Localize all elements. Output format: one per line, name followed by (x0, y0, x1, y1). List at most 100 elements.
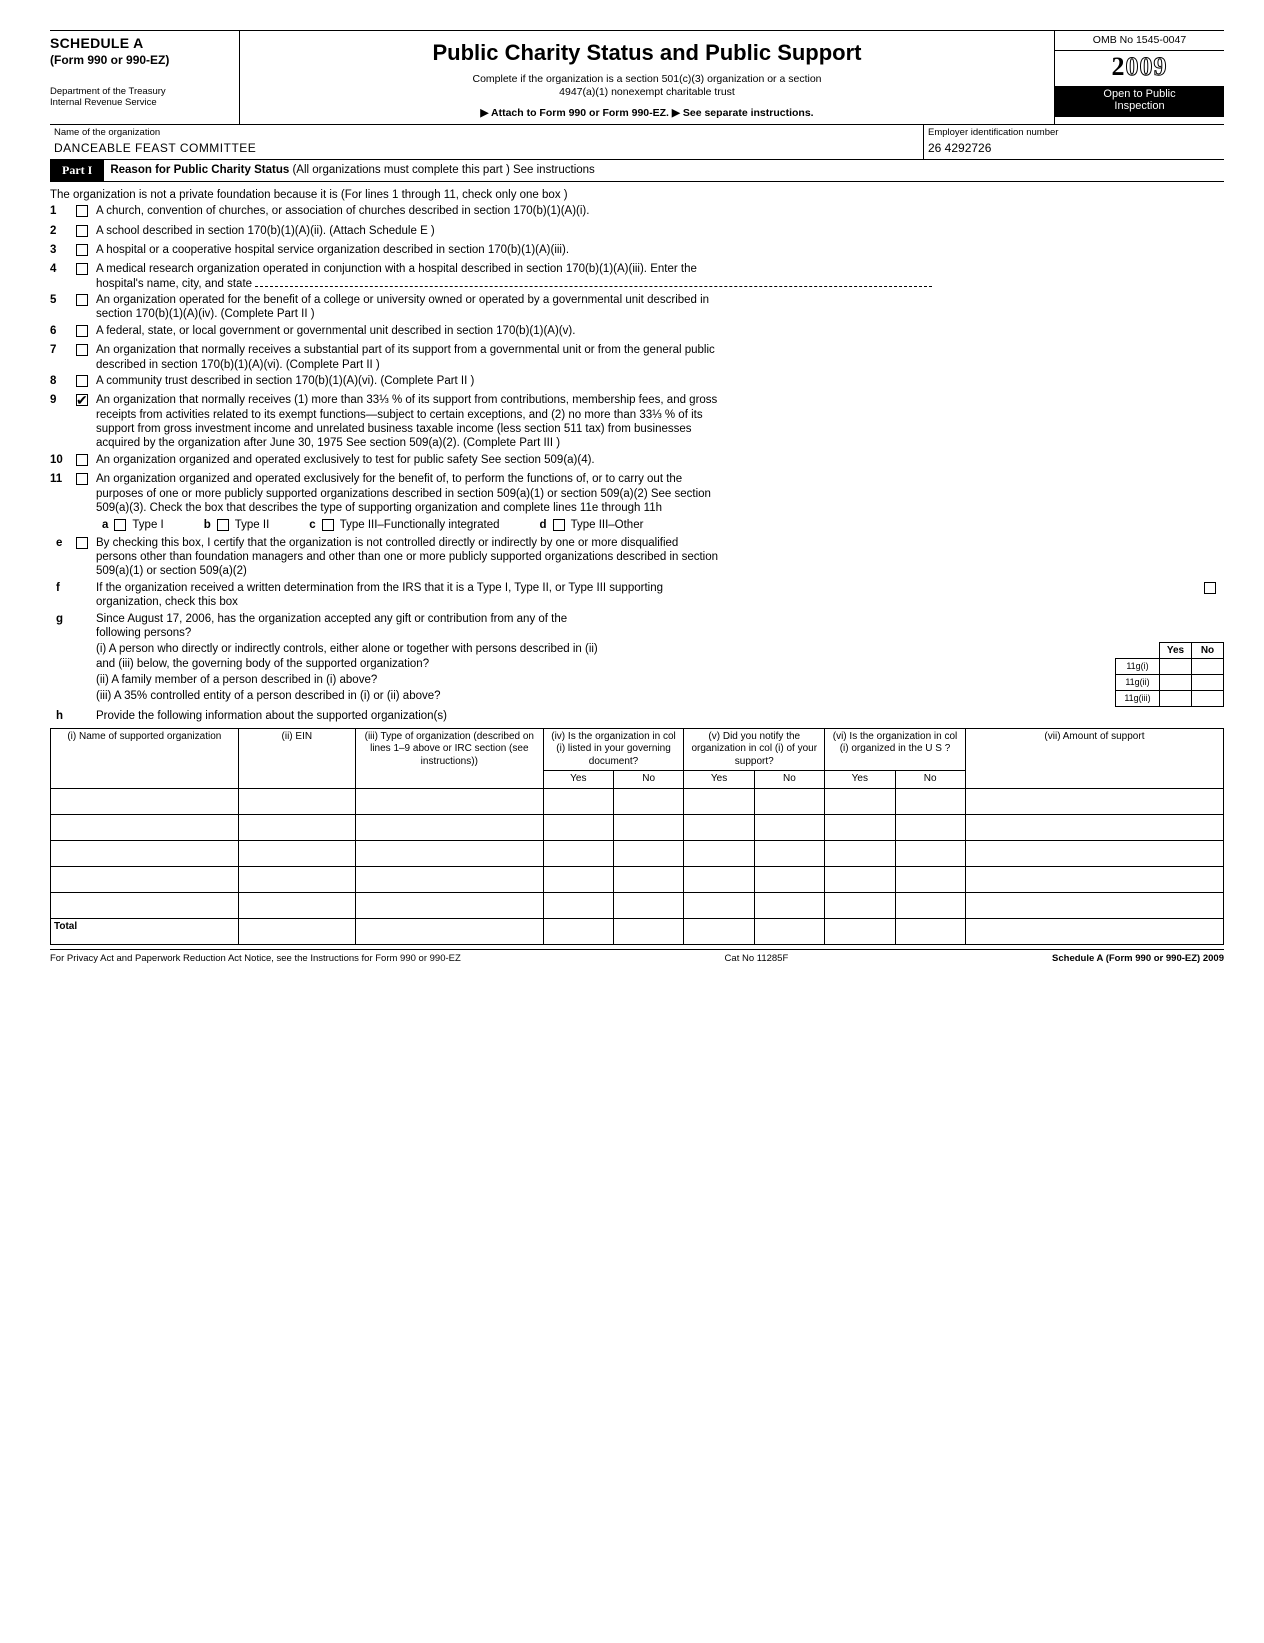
yn-table: Yes No 11g(i) 11g(ii) 11g(iii) (1115, 642, 1224, 707)
cb-4[interactable] (76, 262, 96, 279)
footer-right: Schedule A (Form 990 or 990-EZ) 2009 (1052, 953, 1224, 965)
line-1: 1 A church, convention of churches, or a… (50, 204, 1224, 221)
txt-eb: persons other than foundation managers a… (96, 551, 718, 563)
sub-e: e (50, 536, 76, 550)
txt-2: A school described in section 170(b)(1)(… (96, 224, 1224, 238)
line-11: 11 An organization organized and operate… (50, 472, 1224, 515)
col-v: (v) Did you notify the organization in c… (684, 728, 825, 771)
num-2: 2 (50, 224, 76, 238)
cb-9[interactable] (76, 393, 96, 410)
part1-title: Reason for Public Charity Status (All or… (104, 160, 1224, 181)
sub-g: g (50, 612, 76, 626)
org-row: Name of the organization DANCEABLE FEAST… (50, 125, 1224, 160)
header-center: Public Charity Status and Public Support… (240, 31, 1054, 124)
yn-r3-yes[interactable] (1160, 691, 1192, 707)
cb-f[interactable] (1204, 581, 1224, 598)
txt-4b: hospital's name, city, and state (96, 278, 252, 290)
v-yes: Yes (684, 771, 754, 789)
g-ii: (ii) A family member of a person describ… (96, 673, 1105, 687)
yn-r3-no[interactable] (1192, 691, 1224, 707)
table-row (51, 788, 1224, 814)
form-header: SCHEDULE A (Form 990 or 990-EZ) Departme… (50, 30, 1224, 125)
txt-fa: If the organization received a written d… (96, 582, 663, 594)
header-left: SCHEDULE A (Form 990 or 990-EZ) Departme… (50, 31, 240, 124)
total-label: Total (51, 918, 239, 944)
txt-ga: Since August 17, 2006, has the organizat… (96, 613, 567, 625)
cb-7[interactable] (76, 343, 96, 360)
num-9: 9 (50, 393, 76, 407)
txt-11: An organization organized and operated e… (96, 472, 1224, 515)
txt-f: If the organization received a written d… (96, 581, 1204, 610)
body: The organization is not a private founda… (50, 188, 1224, 965)
tax-year: 2009 (1055, 51, 1224, 86)
attach-line: ▶ Attach to Form 990 or Form 990-EZ. ▶ S… (246, 107, 1048, 120)
cb-5[interactable] (76, 293, 96, 310)
yn-yes: Yes (1160, 643, 1192, 659)
hospital-dotted[interactable] (255, 277, 932, 287)
lbl-type-b: Type II (235, 518, 270, 532)
line-h: h Provide the following information abou… (50, 709, 1224, 723)
cb-3[interactable] (76, 243, 96, 260)
txt-h: Provide the following information about … (96, 709, 1224, 723)
txt-10: An organization organized and operated e… (96, 453, 1224, 467)
cb-2[interactable] (76, 224, 96, 241)
sub-f: f (50, 581, 76, 595)
num-10: 10 (50, 453, 76, 467)
txt-9a: An organization that normally receives (… (96, 394, 717, 406)
vi-no: No (895, 771, 965, 789)
line-e: e By checking this box, I certify that t… (50, 536, 1224, 579)
txt-6: A federal, state, or local government or… (96, 324, 1224, 338)
g-i-1: (i) A person who directly or indirectly … (96, 643, 598, 655)
cb-e[interactable] (76, 536, 96, 553)
txt-4a: A medical research organization operated… (96, 263, 697, 275)
txt-8: A community trust described in section 1… (96, 374, 1224, 388)
cb-11[interactable] (76, 472, 96, 489)
txt-ea: By checking this box, I certify that the… (96, 537, 678, 549)
txt-ec: 509(a)(1) or section 509(a)(2) (96, 565, 247, 577)
cb-6[interactable] (76, 324, 96, 341)
v-no: No (754, 771, 824, 789)
line-g: g Since August 17, 2006, has the organiz… (50, 612, 1224, 641)
g-iii: (iii) A 35% controlled entity of a perso… (96, 689, 1105, 703)
txt-5b: section 170(b)(1)(A)(iv). (Complete Part… (96, 308, 315, 320)
dept-treasury: Department of the Treasury (50, 86, 233, 98)
num-11: 11 (50, 472, 76, 486)
num-3: 3 (50, 243, 76, 257)
cb-1[interactable] (76, 204, 96, 221)
yn-r1-no[interactable] (1192, 659, 1224, 675)
vi-yes: Yes (825, 771, 895, 789)
cb-type-a[interactable] (114, 519, 126, 531)
yn-r2-yes[interactable] (1160, 675, 1192, 691)
iv-yes: Yes (543, 771, 613, 789)
txt-11a: An organization organized and operated e… (96, 473, 682, 485)
txt-gb: following persons? (96, 627, 191, 639)
txt-7b: described in section 170(b)(1)(A)(vi). (… (96, 359, 380, 371)
schedule-title: SCHEDULE A (50, 35, 233, 53)
cb-10[interactable] (76, 453, 96, 470)
yn-r3: 11g(iii) (1116, 691, 1160, 707)
txt-fb: organization, check this box (96, 596, 238, 608)
txt-4: A medical research organization operated… (96, 262, 1224, 291)
line-9: 9 An organization that normally receives… (50, 393, 1224, 451)
line-10: 10 An organization organized and operate… (50, 453, 1224, 470)
cb-8[interactable] (76, 374, 96, 391)
main-title: Public Charity Status and Public Support (246, 39, 1048, 67)
cb-type-b[interactable] (217, 519, 229, 531)
col-iv: (iv) Is the organization in col (i) list… (543, 728, 684, 771)
org-name-label: Name of the organization (54, 127, 919, 139)
txt-5a: An organization operated for the benefit… (96, 294, 709, 306)
line-8: 8 A community trust described in section… (50, 374, 1224, 391)
cb-type-c[interactable] (322, 519, 334, 531)
txt-7a: An organization that normally receives a… (96, 344, 715, 356)
g-i-txt: (i) A person who directly or indirectly … (96, 642, 1105, 671)
cb-type-d[interactable] (553, 519, 565, 531)
open-to-public: Open to Public Inspection (1055, 86, 1224, 117)
txt-3: A hospital or a cooperative hospital ser… (96, 243, 1224, 257)
yn-r1-yes[interactable] (1160, 659, 1192, 675)
org-name-box: Name of the organization DANCEABLE FEAST… (50, 125, 924, 159)
ein-label: Employer identification number (928, 127, 1220, 139)
subtitle-1: Complete if the organization is a sectio… (246, 73, 1048, 86)
line-f: f If the organization received a written… (50, 581, 1224, 610)
spacer-f (76, 581, 96, 582)
yn-r2-no[interactable] (1192, 675, 1224, 691)
